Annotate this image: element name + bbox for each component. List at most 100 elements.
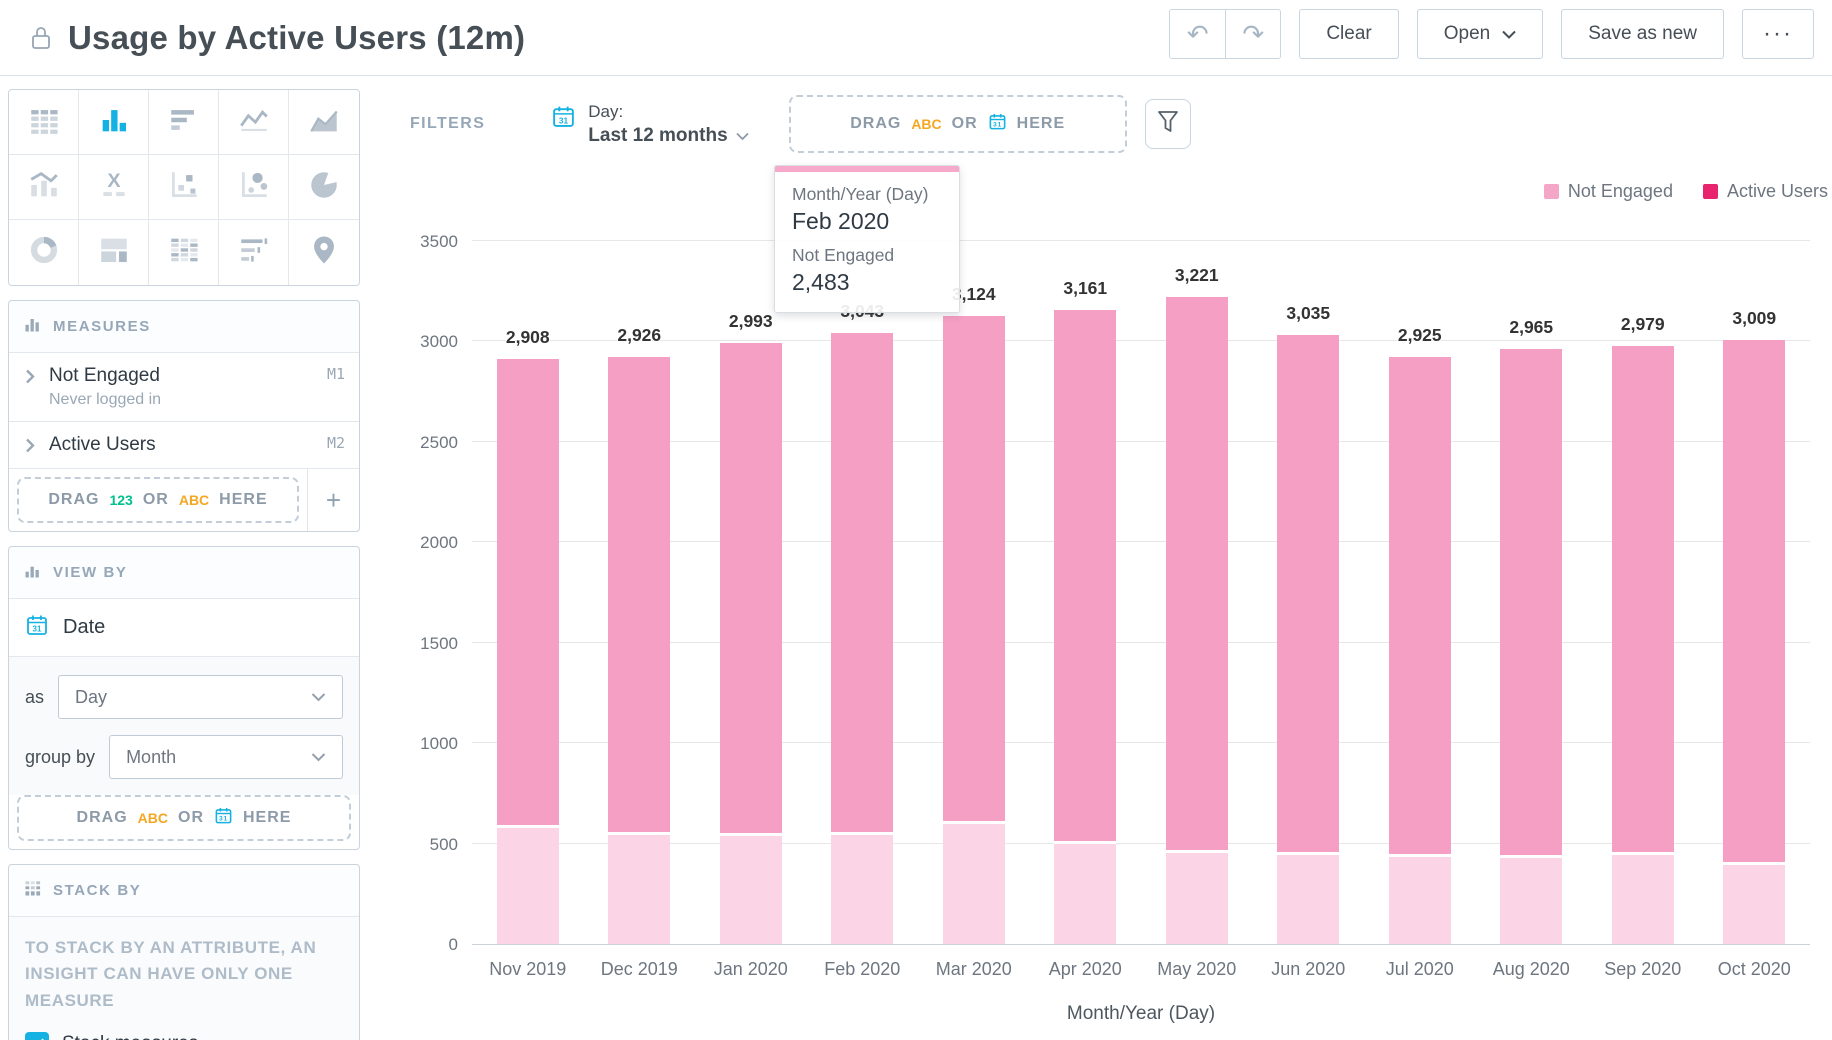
active-users-segment[interactable] xyxy=(496,825,559,944)
stacked-bar[interactable] xyxy=(1388,357,1451,944)
not-engaged-segment[interactable] xyxy=(1723,340,1786,862)
stacked-bar[interactable] xyxy=(1054,310,1117,944)
tooltip-accent-stripe xyxy=(775,166,959,172)
stack-by-message: TO STACK BY AN ATTRIBUTE, AN INSIGHT CAN… xyxy=(25,938,317,1010)
legend-item-not-engaged[interactable]: Not Engaged xyxy=(1543,181,1673,202)
vis-type-bar[interactable] xyxy=(149,90,219,155)
active-users-segment[interactable] xyxy=(1723,862,1786,944)
stacked-bar[interactable] xyxy=(942,316,1005,944)
bar-column-jun-2020: 3,035 xyxy=(1253,242,1365,944)
header-bar: Usage by Active Users (12m) ↶ ↷ Clear Op… xyxy=(0,0,1832,76)
svg-text:31: 31 xyxy=(559,115,569,125)
bar-column-dec-2019: 2,926 xyxy=(584,242,696,944)
active-users-segment[interactable] xyxy=(1277,852,1340,944)
stacked-bar[interactable] xyxy=(831,333,894,944)
not-engaged-segment[interactable] xyxy=(1388,357,1451,854)
vis-type-bubble[interactable] xyxy=(219,155,289,220)
chevron-right-icon[interactable] xyxy=(25,369,35,384)
stacked-bar[interactable] xyxy=(1723,340,1786,944)
vis-type-line[interactable] xyxy=(219,90,289,155)
stacked-bar[interactable] xyxy=(1165,297,1228,944)
measure-item-active-users[interactable]: Active Users M2 xyxy=(9,422,359,469)
gridline-3500 xyxy=(472,240,1810,241)
bar-total-label: 2,908 xyxy=(505,327,550,347)
granularity-select[interactable]: Day xyxy=(58,675,343,719)
vis-type-treemap[interactable] xyxy=(79,220,149,285)
stacked-bar[interactable] xyxy=(608,357,671,944)
drop-zone-text: OR xyxy=(142,491,169,508)
not-engaged-segment[interactable] xyxy=(1054,310,1117,841)
vis-type-combo[interactable] xyxy=(9,155,79,220)
y-tick-label: 0 xyxy=(448,935,458,954)
filters-bar: FILTERS 31 Day: Last 12 months DRAG ABC … xyxy=(410,92,1191,156)
bar-total-label: 3,161 xyxy=(1063,278,1108,298)
stacked-bar[interactable] xyxy=(1611,346,1674,944)
filters-drop-zone[interactable]: DRAG ABC OR 31 HERE xyxy=(788,95,1127,153)
y-tick-label: 2000 xyxy=(420,533,458,553)
measure-item-not-engaged[interactable]: Not Engaged Never logged in M1 xyxy=(9,353,359,422)
vis-type-pie[interactable] xyxy=(289,155,359,220)
more-options-button[interactable]: ··· xyxy=(1742,9,1814,59)
view-by-panel-title: VIEW BY xyxy=(53,564,128,581)
legend-item-active-users[interactable]: Active Users xyxy=(1702,181,1828,202)
stacked-bar[interactable] xyxy=(719,343,782,944)
redo-button[interactable]: ↷ xyxy=(1225,10,1281,58)
open-button[interactable]: Open xyxy=(1416,9,1544,59)
stacked-bar[interactable] xyxy=(1277,335,1340,944)
view-by-drop-zone[interactable]: DRAG ABC OR 31 HERE xyxy=(17,795,351,841)
stacked-bar[interactable] xyxy=(1500,349,1563,944)
y-tick-label: 1500 xyxy=(420,633,458,653)
vis-type-donut[interactable] xyxy=(9,220,79,285)
clear-button[interactable]: Clear xyxy=(1299,9,1399,59)
not-engaged-segment[interactable] xyxy=(608,357,671,832)
active-users-segment[interactable] xyxy=(942,821,1005,944)
legend-swatch xyxy=(1543,184,1559,199)
add-measure-button[interactable]: + xyxy=(307,469,359,531)
vis-type-table[interactable] xyxy=(9,90,79,155)
active-users-segment[interactable] xyxy=(1054,841,1117,944)
group-by-value: Month xyxy=(126,746,177,767)
vis-type-geo[interactable] xyxy=(289,220,359,285)
vis-type-headline[interactable]: X xyxy=(79,155,149,220)
vis-type-scatter[interactable] xyxy=(149,155,219,220)
active-users-segment[interactable] xyxy=(1165,850,1228,944)
not-engaged-segment[interactable] xyxy=(942,316,1005,821)
undo-button[interactable]: ↶ xyxy=(1170,10,1226,58)
vis-type-heatmap[interactable] xyxy=(149,220,219,285)
measures-drop-zone[interactable]: DRAG 123 OR ABC HERE xyxy=(17,477,299,523)
group-by-select[interactable]: Month xyxy=(109,735,343,779)
bar-column-mar-2020: 3,124 xyxy=(918,242,1030,944)
bar-column-jul-2020: 2,925 xyxy=(1364,242,1476,944)
not-engaged-segment[interactable] xyxy=(1611,346,1674,852)
not-engaged-segment[interactable] xyxy=(719,343,782,833)
area-chart-icon xyxy=(307,103,341,142)
active-users-segment[interactable] xyxy=(719,833,782,944)
svg-text:31: 31 xyxy=(33,625,42,634)
active-users-segment[interactable] xyxy=(1500,855,1563,944)
active-users-segment[interactable] xyxy=(608,832,671,944)
not-engaged-segment[interactable] xyxy=(496,359,559,825)
treemap-chart-icon xyxy=(97,233,131,272)
filter-funnel-button[interactable] xyxy=(1144,99,1191,149)
vis-type-column-selected[interactable] xyxy=(79,90,149,155)
date-filter-value: Last 12 months xyxy=(588,125,749,147)
active-users-segment[interactable] xyxy=(1388,854,1451,944)
vis-type-area[interactable] xyxy=(289,90,359,155)
not-engaged-segment[interactable] xyxy=(1277,335,1340,852)
view-by-settings: as Day group by Month xyxy=(9,656,359,795)
not-engaged-segment[interactable] xyxy=(1500,349,1563,855)
chevron-right-icon[interactable] xyxy=(25,438,35,453)
save-as-new-button[interactable]: Save as new xyxy=(1561,9,1725,59)
date-filter[interactable]: 31 Day: Last 12 months xyxy=(551,102,749,147)
vis-type-bullet[interactable] xyxy=(219,220,289,285)
active-users-segment[interactable] xyxy=(1611,852,1674,944)
stacked-bar[interactable] xyxy=(496,359,559,944)
not-engaged-segment[interactable] xyxy=(1165,297,1228,850)
view-by-attribute-date[interactable]: 31 Date xyxy=(9,599,359,656)
bubble-chart-icon xyxy=(237,168,271,207)
chevron-down-icon xyxy=(1502,23,1516,45)
svg-text:X: X xyxy=(107,170,121,192)
active-users-segment[interactable] xyxy=(831,832,894,944)
not-engaged-segment[interactable] xyxy=(831,333,894,832)
stack-measures-checkbox[interactable] xyxy=(25,1032,49,1040)
